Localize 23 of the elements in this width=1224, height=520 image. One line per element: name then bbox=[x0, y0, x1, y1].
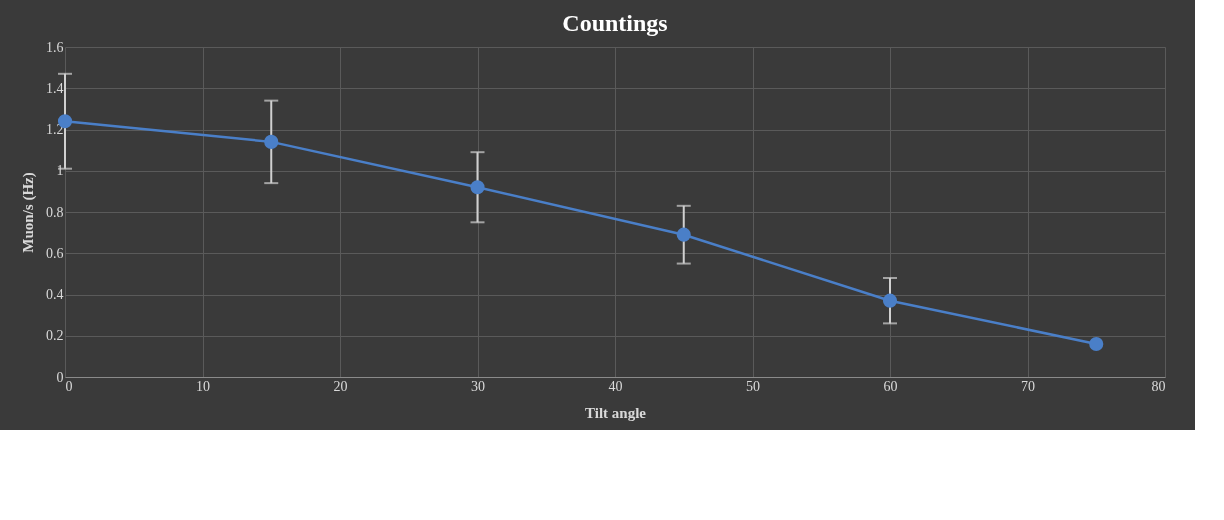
point bbox=[470, 180, 485, 195]
point bbox=[882, 293, 898, 308]
y-tick-label: 0.6 bbox=[46, 245, 64, 261]
y-tick-label: 0.2 bbox=[46, 328, 64, 344]
point bbox=[1089, 336, 1104, 352]
x-tick-label: 80 bbox=[1151, 378, 1166, 394]
point bbox=[264, 134, 279, 149]
x-axis-title: Tilt angle bbox=[585, 404, 647, 421]
y-tick-label: 0.4 bbox=[46, 287, 64, 302]
chart-title: Countings bbox=[562, 10, 668, 36]
y-tick-label: 1.4 bbox=[46, 80, 64, 96]
x-tick-label: 20 bbox=[333, 378, 348, 394]
x-tick-label: 40 bbox=[608, 378, 623, 394]
point bbox=[676, 227, 691, 242]
y-tick-label: 1 bbox=[56, 163, 64, 179]
y-tick-label: 0.8 bbox=[46, 204, 64, 220]
x-tick-label: 10 bbox=[196, 378, 210, 394]
x-tick-label: 30 bbox=[471, 378, 485, 394]
y-axis-title: Muon/s (Hz) bbox=[20, 172, 37, 253]
x-tick-label: 70 bbox=[1021, 378, 1035, 394]
x-tick-label: 60 bbox=[883, 378, 898, 394]
x-tick-label: 50 bbox=[746, 378, 760, 394]
y-tick-label: 1.6 bbox=[46, 39, 64, 55]
